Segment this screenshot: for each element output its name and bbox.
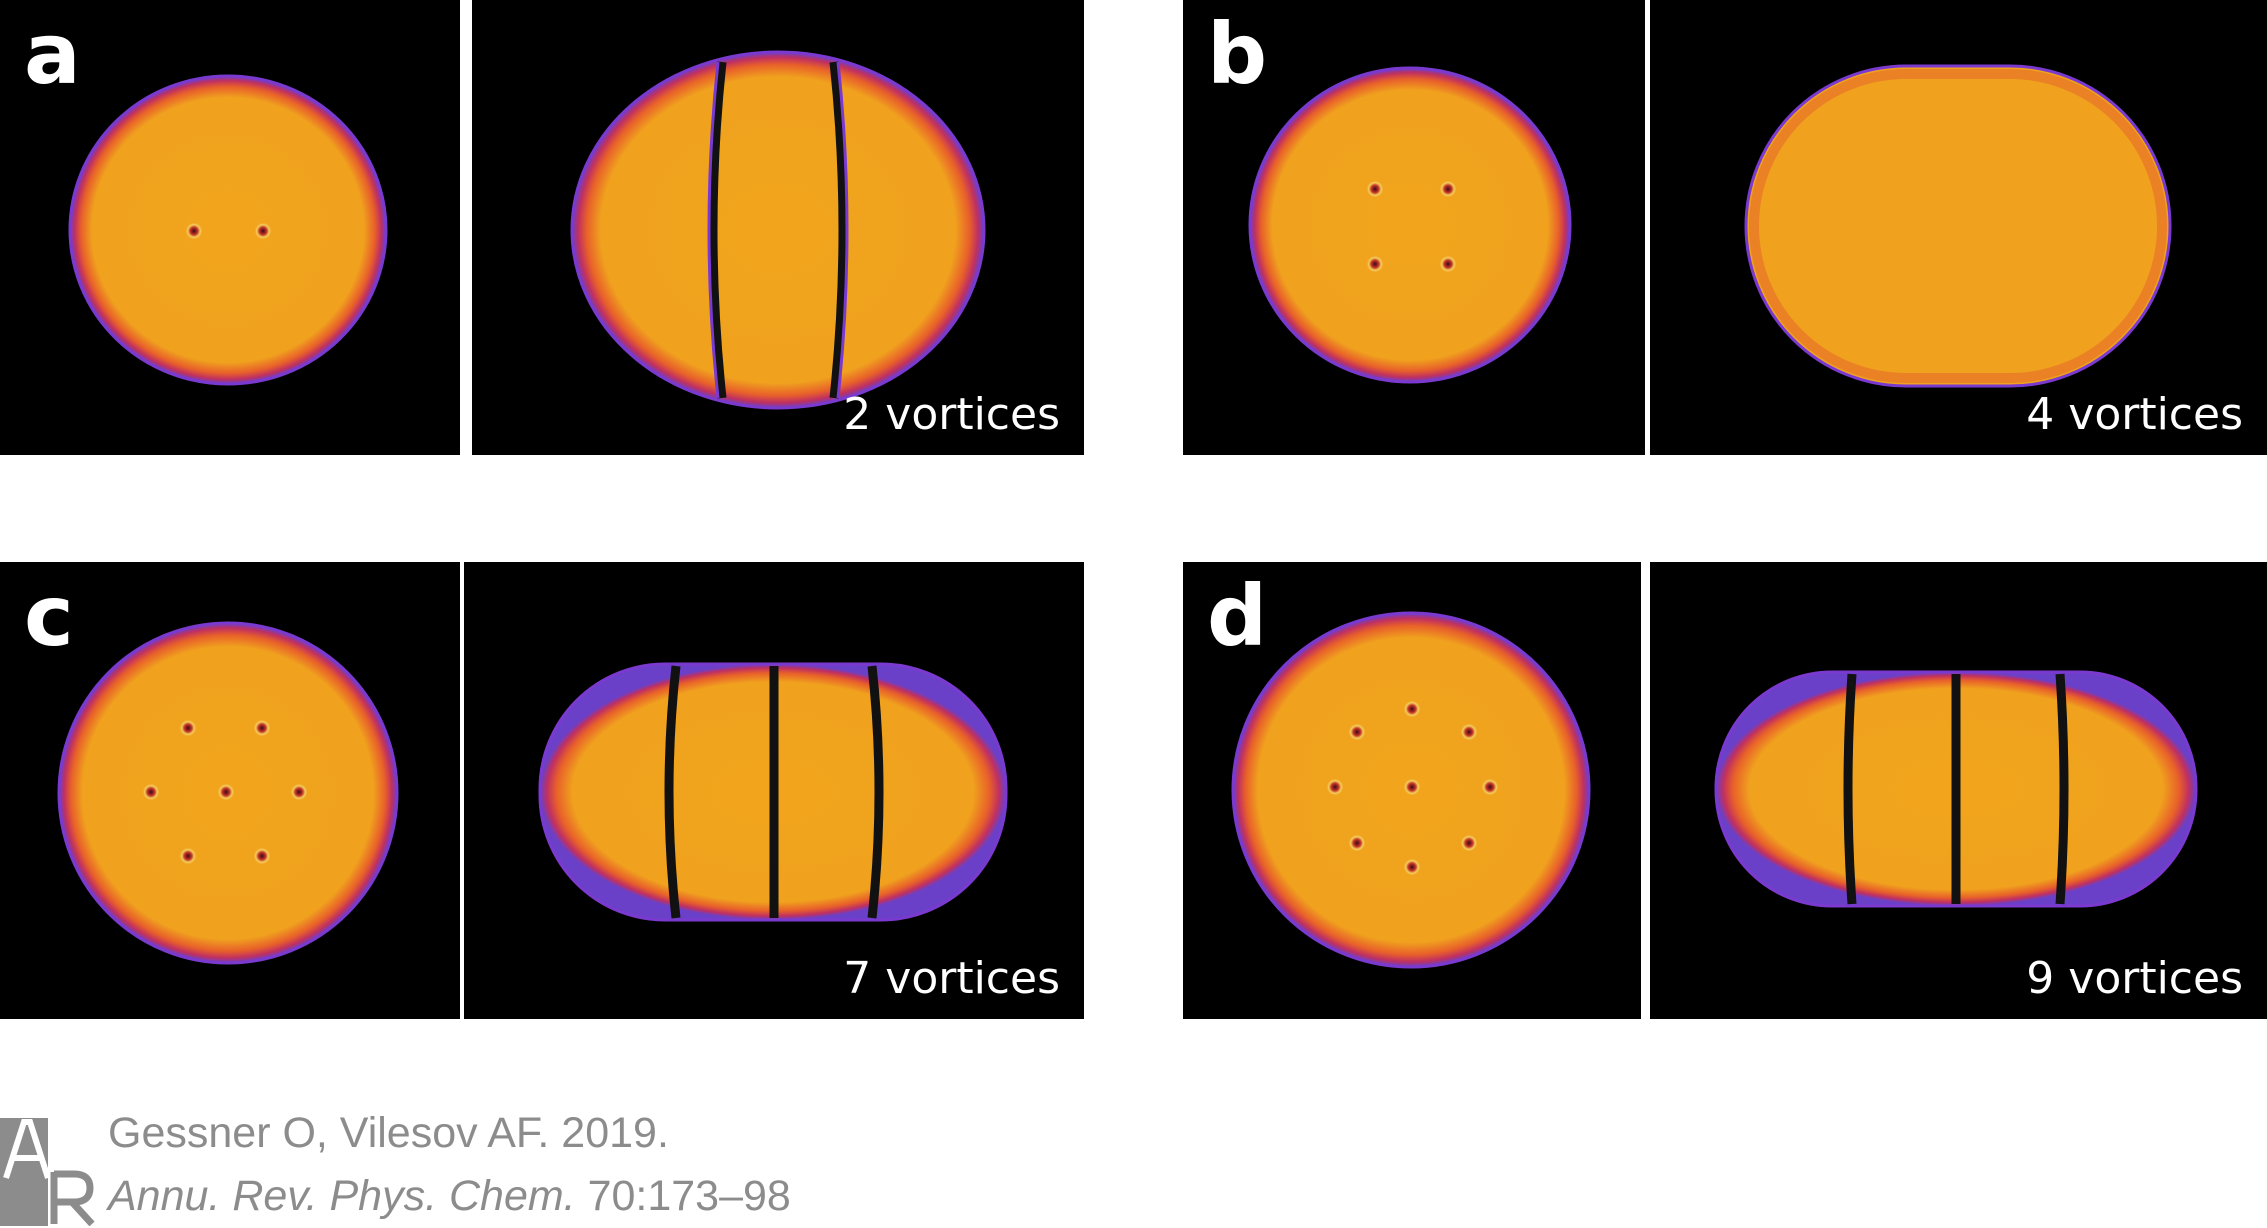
droplet: [68, 74, 388, 386]
vortex-core: [1403, 778, 1421, 796]
panel-a-right: 2 vortices: [472, 0, 1084, 455]
vortex-core: [1348, 834, 1366, 852]
droplet-image-d-left: [1231, 611, 1591, 969]
fringe-line: [1843, 673, 1857, 905]
vortex-core: [1481, 778, 1499, 796]
panel-c-right: 7 vortices: [464, 562, 1084, 1019]
vortices-label-c: 7 vortices: [843, 953, 1060, 1004]
citation-authors: Gessner O, Vilesov AF. 2019.: [108, 1109, 669, 1157]
fringe-line: [867, 665, 884, 919]
droplet: [570, 50, 986, 410]
droplet-image-b-right: [1744, 64, 2172, 388]
vortex-core: [185, 222, 203, 240]
vortex-core: [1366, 180, 1384, 198]
fringe-line: [664, 665, 681, 919]
vortex-core: [179, 719, 197, 737]
vortex-core: [290, 783, 308, 801]
vortex-core: [1439, 180, 1457, 198]
vortex-core: [1460, 834, 1478, 852]
vortices-label-b: 4 vortices: [2026, 389, 2243, 440]
droplet-image-c-left: [57, 621, 399, 965]
panel-d-left: d: [1183, 562, 1641, 1019]
panel-d-right: 9 vortices: [1650, 562, 2267, 1019]
vortex-core: [142, 783, 160, 801]
droplet: [1248, 66, 1572, 384]
vortex-core: [1460, 723, 1478, 741]
droplet-image-a-right: [570, 50, 986, 410]
annual-reviews-logo-icon: [0, 1118, 100, 1226]
droplet-image-d-right: [1714, 670, 2198, 908]
panel-b-left: b: [1183, 0, 1645, 455]
vortex-core: [1403, 858, 1421, 876]
droplet: [1744, 64, 2172, 388]
vortex-core: [1348, 723, 1366, 741]
citation-pages: 70:173–98: [587, 1172, 791, 1220]
vortex-core: [253, 847, 271, 865]
vortex-core: [179, 847, 197, 865]
fringe-line: [708, 61, 727, 399]
droplet-image-a-left: [68, 74, 388, 386]
fringe-line: [829, 61, 848, 399]
panel-letter-d: d: [1207, 567, 1268, 665]
panel-c-left: c: [0, 562, 460, 1019]
vortex-core: [253, 719, 271, 737]
vortex-core: [1439, 255, 1457, 273]
droplet-image-c-right: [538, 662, 1008, 922]
droplet-image-b-left: [1248, 66, 1572, 384]
panel-letter-a: a: [24, 5, 81, 103]
citation-journal-line: Annu. Rev. Phys. Chem. 70:173–98: [108, 1175, 791, 1218]
fringe-line: [2055, 673, 2069, 905]
panel-b-right: 4 vortices: [1650, 0, 2267, 455]
vortex-core: [1366, 255, 1384, 273]
vortex-core: [254, 222, 272, 240]
vortex-core: [1403, 700, 1421, 718]
panel-letter-c: c: [24, 567, 74, 665]
panel-letter-b: b: [1207, 5, 1268, 103]
panel-a-left: a: [0, 0, 460, 455]
vortex-core: [217, 783, 235, 801]
vortices-label-a: 2 vortices: [843, 389, 1060, 440]
citation-block: [0, 1110, 1000, 1228]
vortex-core: [1326, 778, 1344, 796]
vortices-label-d: 9 vortices: [2026, 953, 2243, 1004]
citation-journal: Annu. Rev. Phys. Chem.: [108, 1172, 576, 1220]
